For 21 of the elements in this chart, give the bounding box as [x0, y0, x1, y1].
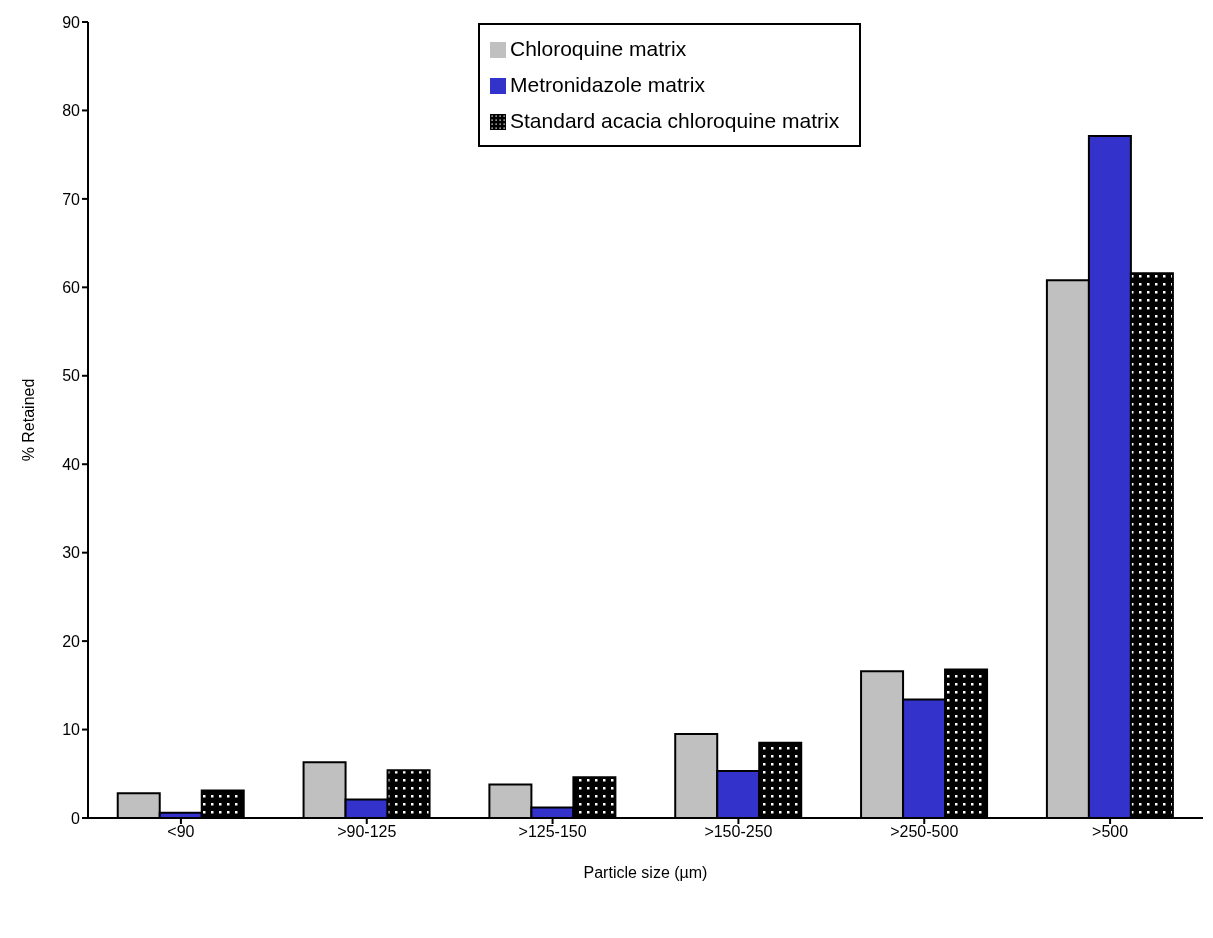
y-tick-label: 10: [62, 721, 81, 739]
y-tick-label: 90: [62, 13, 81, 31]
y-axis-title: % Retained: [19, 378, 37, 462]
y-tick-label: 40: [62, 455, 81, 473]
y-tick-label: 0: [71, 809, 81, 827]
y-tick-label: 50: [62, 367, 81, 385]
y-tick-label: 60: [62, 279, 81, 297]
x-tick-label: >150-250: [704, 823, 773, 841]
x-tick-label: >125-150: [518, 823, 587, 841]
legend-label: Metronidazole matrix: [510, 73, 705, 96]
x-tick-label: <90: [167, 823, 195, 841]
y-tick-label: 70: [62, 190, 81, 208]
y-tick-label: 80: [62, 102, 81, 120]
x-tick-label: >90-125: [337, 823, 397, 841]
x-tick-label: >250-500: [890, 823, 959, 841]
y-tick-label: 20: [62, 632, 81, 650]
x-axis-title: Particle size (µm): [583, 864, 708, 881]
x-tick-label: >500: [1092, 823, 1129, 841]
y-tick-label: 30: [62, 544, 81, 562]
legend-label: Standard acacia chloroquine matrix: [510, 109, 840, 132]
legend-label: Chloroquine matrix: [510, 37, 687, 60]
